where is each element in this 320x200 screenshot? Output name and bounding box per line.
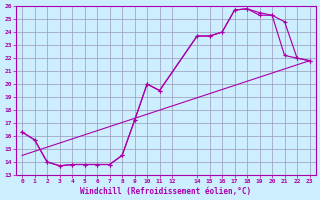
X-axis label: Windchill (Refroidissement éolien,°C): Windchill (Refroidissement éolien,°C)	[80, 187, 252, 196]
